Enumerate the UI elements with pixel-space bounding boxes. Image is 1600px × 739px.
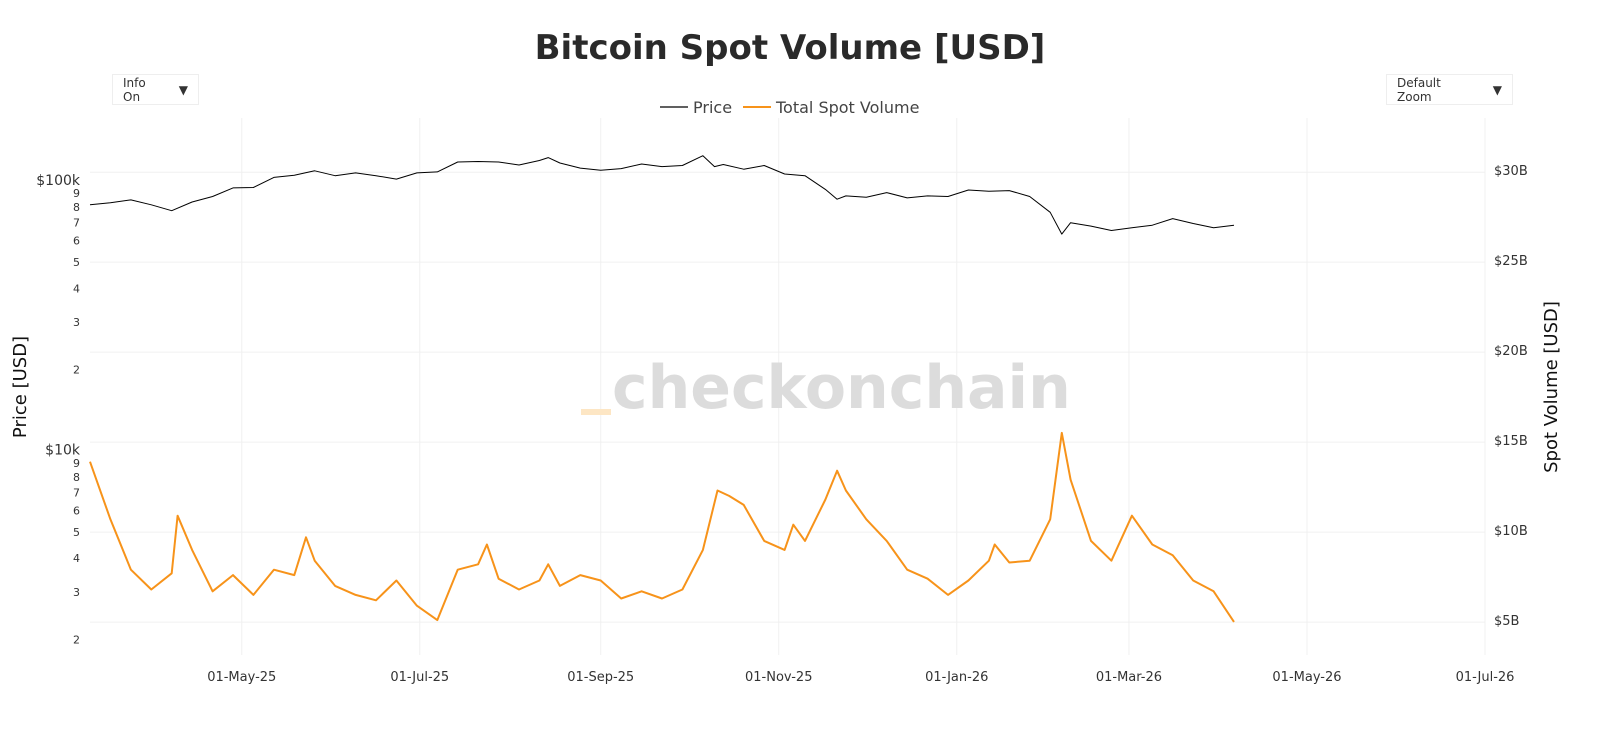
legend-price-label[interactable]: Price [693, 98, 732, 117]
info-dropdown-label: Info On [123, 75, 146, 104]
x-tick-label: 01-May-26 [1272, 670, 1341, 685]
watermark-text: checkonchain [612, 353, 1071, 423]
y-right-tick-label: $10B [1494, 524, 1528, 539]
x-tick-label: 01-Jul-25 [390, 670, 449, 685]
x-tick-label: 01-Sep-25 [567, 670, 634, 685]
y-left-tick-label: 9 [73, 457, 80, 470]
y-left-tick-label: 2 [73, 363, 80, 376]
y-left-tick-label: 4 [73, 552, 80, 565]
y-left-tick-label: 2 [73, 633, 80, 646]
watermark-underscore [581, 409, 611, 415]
watermark: checkonchain [581, 353, 1071, 423]
y-left-tick-label: $100k [36, 173, 81, 189]
y-right-tick-label: $15B [1494, 434, 1528, 449]
y-right-tick-label: $5B [1494, 614, 1519, 629]
y-left-tick-label: 8 [73, 201, 80, 214]
price-line [89, 155, 1235, 235]
x-tick-label: 01-Jan-26 [925, 670, 988, 685]
legend-volume-label[interactable]: Total Spot Volume [775, 98, 919, 117]
info-dropdown[interactable]: Info On ▼ [112, 74, 199, 105]
y-left-tick-label: 5 [73, 526, 80, 539]
y-left-tick-label: 7 [73, 217, 80, 230]
zoom-dropdown-label: Default Zoom [1397, 75, 1441, 104]
y-left-tick-label: 8 [73, 471, 80, 484]
y-right-tick-label: $20B [1494, 344, 1528, 359]
chevron-down-icon: ▼ [1492, 82, 1502, 97]
x-tick-label: 01-Nov-25 [745, 670, 813, 685]
y-left-tick-label: 3 [73, 316, 80, 329]
y-left-tick-label: 4 [73, 282, 80, 295]
y-right-tick-label: $30B [1494, 164, 1528, 179]
x-tick-label: 01-May-25 [207, 670, 276, 685]
x-tick-label: 01-Jul-26 [1456, 670, 1515, 685]
x-tick-label: 01-Mar-26 [1096, 670, 1162, 685]
y-right-tick-label: $25B [1494, 254, 1528, 269]
spot-volume-line [89, 431, 1235, 623]
y-left-tick-label: 6 [73, 235, 80, 248]
y-left-tick-label: 3 [73, 586, 80, 599]
y-left-tick-label: 6 [73, 505, 80, 518]
y-left-title: Price [USD] [10, 336, 31, 438]
chevron-down-icon: ▼ [178, 82, 188, 97]
y-right-title: Spot Volume [USD] [1541, 301, 1562, 473]
y-left-tick-label: 7 [73, 487, 80, 500]
zoom-dropdown[interactable]: Default Zoom ▼ [1386, 74, 1513, 105]
chart-title: Bitcoin Spot Volume [USD] [535, 28, 1046, 68]
y-left-tick-label: 5 [73, 256, 80, 269]
y-left-tick-label: $10k [45, 443, 81, 459]
legend[interactable]: Price Total Spot Volume [660, 98, 919, 117]
y-left-tick-label: 9 [73, 187, 80, 200]
